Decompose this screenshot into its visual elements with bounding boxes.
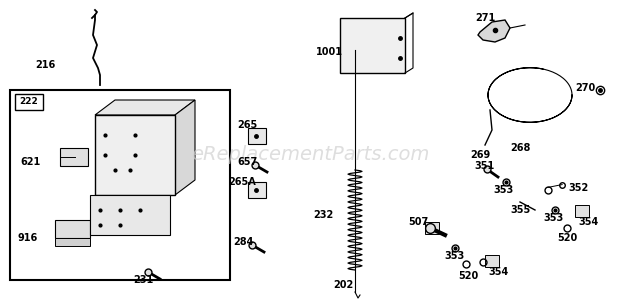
Text: 284: 284 xyxy=(233,237,254,247)
Bar xyxy=(15,94,43,110)
Text: eReplacementParts.com: eReplacementParts.com xyxy=(191,145,429,165)
Text: 222: 222 xyxy=(20,98,38,107)
Text: 353: 353 xyxy=(543,213,563,223)
Bar xyxy=(340,18,405,73)
Text: 265: 265 xyxy=(237,120,257,130)
Text: 270: 270 xyxy=(575,83,595,93)
Text: 231: 231 xyxy=(133,275,153,285)
Text: 354: 354 xyxy=(488,267,508,277)
Bar xyxy=(10,90,230,280)
Text: 1001: 1001 xyxy=(316,47,343,57)
Text: 202: 202 xyxy=(333,280,353,290)
Bar xyxy=(60,148,88,166)
Text: 216: 216 xyxy=(35,60,55,70)
Text: 351: 351 xyxy=(474,161,494,171)
Polygon shape xyxy=(478,20,510,42)
Bar xyxy=(425,222,439,234)
Text: 352: 352 xyxy=(568,183,588,193)
Text: 355: 355 xyxy=(510,205,530,215)
Bar xyxy=(248,182,266,198)
Text: 353: 353 xyxy=(493,185,513,195)
Text: 520: 520 xyxy=(458,271,478,281)
Text: 268: 268 xyxy=(510,143,530,153)
Text: 507: 507 xyxy=(408,217,428,227)
FancyArrowPatch shape xyxy=(547,185,562,188)
Text: 265A: 265A xyxy=(228,177,255,187)
Text: 916: 916 xyxy=(18,233,38,243)
Text: 353: 353 xyxy=(444,251,464,261)
Bar xyxy=(55,238,90,246)
Text: 354: 354 xyxy=(578,217,598,227)
Text: 269: 269 xyxy=(470,150,490,160)
Text: 657: 657 xyxy=(237,157,257,167)
Text: 232: 232 xyxy=(312,210,333,220)
Bar xyxy=(248,128,266,144)
Text: 271: 271 xyxy=(475,13,495,23)
Polygon shape xyxy=(95,100,195,115)
Text: 621: 621 xyxy=(20,157,40,167)
Bar xyxy=(90,195,170,235)
Bar xyxy=(55,220,90,238)
Bar xyxy=(485,255,499,267)
Bar xyxy=(575,205,589,217)
Text: 520: 520 xyxy=(557,233,577,243)
Polygon shape xyxy=(175,100,195,195)
Bar xyxy=(95,115,175,195)
